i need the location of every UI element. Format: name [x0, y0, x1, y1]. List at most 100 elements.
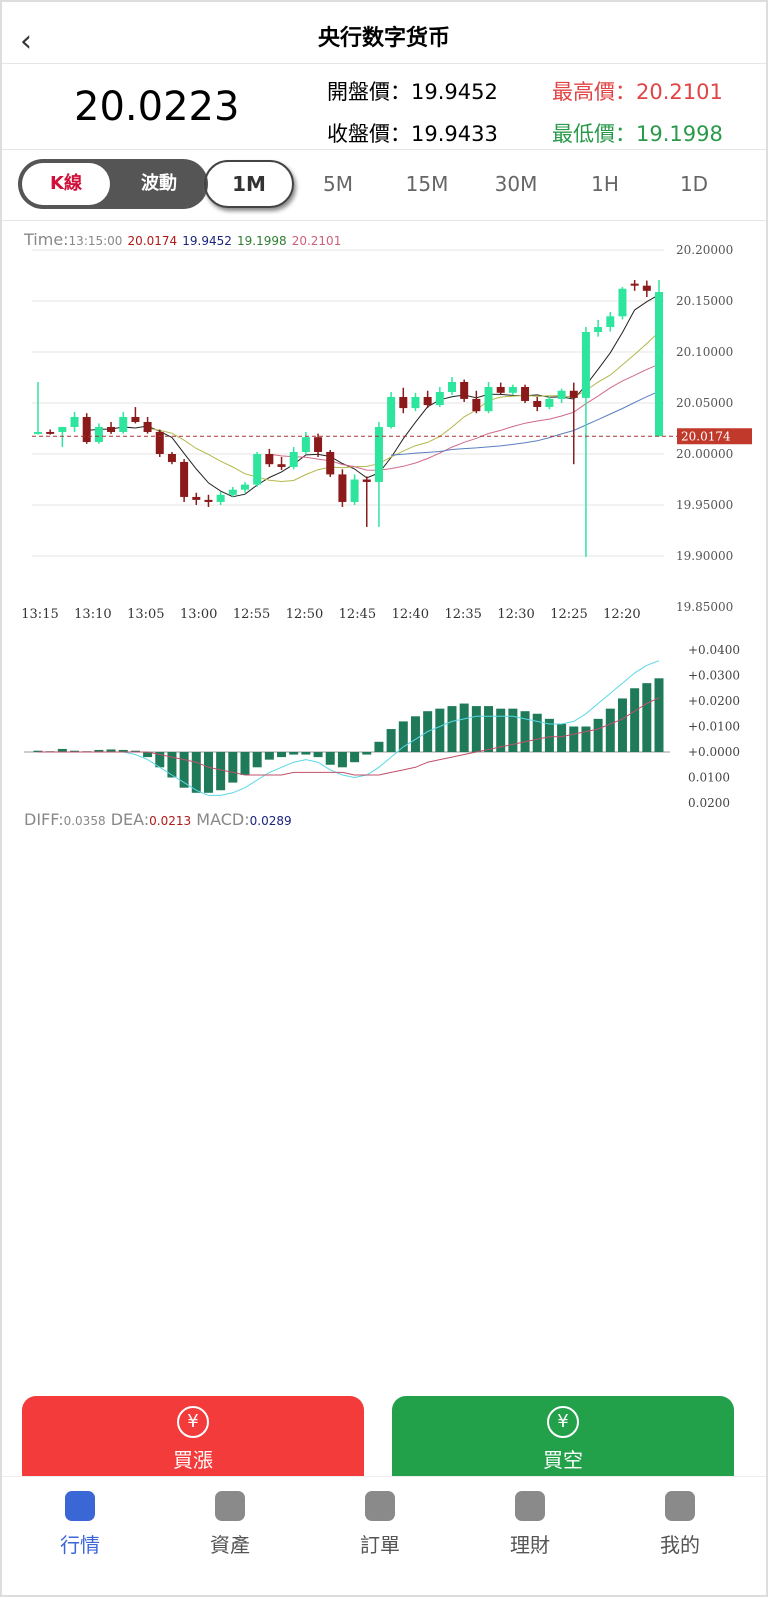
candle-body — [155, 431, 164, 454]
period-tab[interactable]: 1M — [204, 160, 294, 208]
candle-body — [46, 431, 55, 434]
candle-body — [618, 288, 627, 317]
macd-bar — [471, 706, 481, 752]
macd-bar — [557, 723, 567, 752]
low-label: 最低價： — [552, 122, 636, 146]
x-tick-label: 12:55 — [233, 607, 270, 622]
candle-body — [472, 398, 481, 412]
candle-body — [411, 396, 420, 409]
x-tick-label: 13:05 — [127, 607, 164, 622]
x-tick-label: 12:40 — [392, 607, 429, 622]
high-row: 最高價：20.2101 — [552, 76, 723, 106]
divider — [2, 63, 766, 64]
candle-body — [34, 431, 42, 434]
info-value: 20.0174 — [127, 234, 178, 248]
buy-up-button[interactable]: ¥ 買漲 — [22, 1396, 364, 1476]
macd-bar — [325, 752, 335, 765]
readout-value: 0.0213 — [149, 814, 192, 828]
candle-body — [496, 386, 505, 393]
candle-body — [399, 396, 408, 409]
macd-bar — [277, 752, 287, 758]
x-tick-label: 12:35 — [444, 607, 481, 622]
ma-line — [269, 363, 660, 471]
info-value: 20.2101 — [291, 234, 342, 248]
macd-bar — [179, 752, 189, 788]
candle-body — [569, 390, 578, 398]
y-tick-label: +0.0200 — [688, 694, 740, 708]
candle-body — [143, 421, 152, 432]
x-tick-label: 12:20 — [603, 607, 640, 622]
nav-label[interactable]: 理財 — [510, 1533, 550, 1557]
nav-label[interactable]: 行情 — [60, 1533, 100, 1557]
mode-tab[interactable]: 波動 — [141, 173, 177, 194]
mode-tab[interactable]: K線 — [22, 163, 110, 205]
icon: ¥ — [177, 1406, 209, 1438]
macd-bar — [289, 752, 299, 755]
info-value: 19.9452 — [182, 234, 232, 248]
last-price-label: 20.0174 — [681, 429, 731, 443]
macd-bar — [106, 749, 116, 752]
info-value: 19.1998 — [236, 234, 287, 248]
candle-body — [508, 386, 517, 393]
period-tab[interactable]: 1H — [591, 172, 619, 196]
macd-bar — [240, 752, 250, 775]
candle-body — [594, 327, 603, 333]
y-tick-label: 19.85000 — [676, 600, 733, 614]
macd-bar — [337, 752, 347, 768]
macd-bar — [593, 718, 603, 752]
nav-icon — [365, 1491, 395, 1521]
candle-body — [545, 398, 554, 407]
macd-bar — [520, 711, 530, 752]
divider — [2, 149, 766, 150]
candle-body — [228, 489, 237, 495]
last-price-box — [677, 428, 752, 445]
macd-bar — [447, 706, 457, 752]
readout-name: MACD: — [196, 810, 250, 829]
macd-bar — [264, 752, 274, 760]
macd-bar — [654, 678, 664, 752]
period-tab[interactable]: 1D — [679, 172, 709, 196]
y-tick-label: +0.0100 — [688, 720, 740, 734]
macd-bar — [94, 749, 104, 752]
macd-bar — [216, 752, 226, 791]
candle-body — [387, 396, 396, 427]
macd-bar — [374, 741, 384, 752]
tab-bar: 行情 資產 訂單 理財 我的 — [2, 1476, 766, 1577]
high-value: 20.2101 — [636, 80, 723, 104]
candle-body — [119, 416, 128, 432]
nav-icon — [665, 1491, 695, 1521]
candle-body — [82, 416, 91, 442]
button-label: 買空 — [543, 1448, 583, 1472]
period-tab[interactable]: 5M — [323, 172, 353, 196]
close-value: 19.9433 — [411, 122, 498, 146]
macd-bar — [398, 721, 408, 752]
back-button[interactable]: ‹ — [20, 24, 32, 59]
open-row: 開盤價：19.9452 — [327, 76, 498, 106]
macd-line — [38, 697, 660, 776]
candle-body — [606, 316, 615, 328]
candle-body — [655, 292, 663, 437]
nav-label[interactable]: 訂單 — [360, 1533, 400, 1557]
y-tick-label: 20.05000 — [676, 396, 733, 410]
readout-value: 0.0289 — [249, 814, 292, 828]
info-row: Time:13:15:00 20.0174 19.9452 19.1998 20… — [24, 230, 341, 249]
buy-down-button[interactable]: ¥ 買空 — [392, 1396, 734, 1476]
macd-bar — [410, 716, 420, 752]
candle-body — [204, 499, 213, 502]
nav-label[interactable]: 資產 — [210, 1533, 250, 1557]
period-tab[interactable]: 15M — [405, 172, 449, 196]
candle-body — [180, 461, 189, 497]
period-tab[interactable]: 30M — [494, 172, 538, 196]
macd-bar — [228, 752, 238, 783]
candle-body — [277, 464, 286, 467]
macd-line — [38, 660, 660, 796]
x-tick-label: 12:50 — [286, 607, 323, 622]
nav-label[interactable]: 我的 — [660, 1533, 700, 1557]
macd-readout: DIFF:0.0358 DEA:0.0213 MACD:0.0289 — [24, 810, 292, 829]
y-tick-label: +0.0300 — [688, 669, 740, 683]
macd-bar — [508, 708, 518, 752]
macd-bar — [130, 750, 140, 752]
macd-bar — [630, 688, 640, 752]
high-label: 最高價： — [552, 80, 636, 104]
